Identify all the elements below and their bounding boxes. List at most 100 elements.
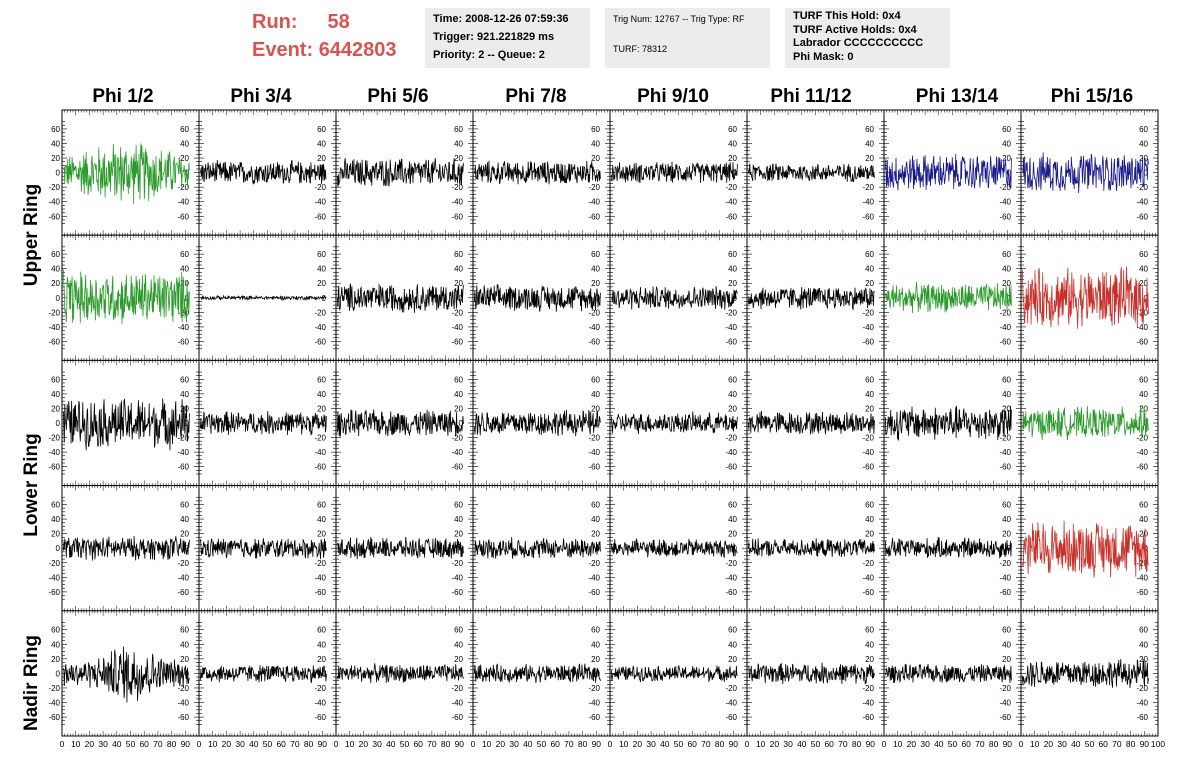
y-tick-label: -60 — [862, 463, 874, 472]
y-tick-label: -20 — [177, 308, 189, 317]
y-tick-label: -60 — [588, 337, 600, 346]
y-tick-label: 60 — [180, 250, 189, 259]
y-tick-label: -20 — [999, 183, 1011, 192]
y-tick-label: 40 — [454, 139, 463, 148]
y-tick-label: -20 — [725, 434, 737, 443]
y-tick-label: -60 — [725, 337, 737, 346]
y-tick-label: 20 — [180, 530, 189, 539]
col-header-phi-15-16: Phi 15/16 — [1050, 86, 1134, 107]
y-tick-label: 60 — [454, 250, 463, 259]
waveform-trace — [63, 535, 190, 561]
y-tick-label: -20 — [177, 434, 189, 443]
panel-r1-c4: -60 -40 -20 0 20 40 60 — [609, 234, 748, 361]
y-tick-label: -40 — [725, 573, 737, 582]
y-tick-label: -40 — [314, 573, 326, 582]
y-tick-label: 20 — [1139, 154, 1148, 163]
y-tick-label: -20 — [1136, 183, 1148, 192]
y-tick-label: -60 — [451, 463, 463, 472]
y-tick-label: -40 — [588, 448, 600, 457]
y-tick-label: 40 — [865, 265, 874, 274]
waveform-trace — [200, 294, 327, 302]
y-tick-label: 20 — [728, 404, 737, 413]
waveform-trace — [63, 269, 190, 325]
y-tick-label: -60 — [725, 463, 737, 472]
y-tick-label: -20 — [862, 183, 874, 192]
y-tick-label: -20 — [999, 308, 1011, 317]
y-tick-label: -20 — [588, 308, 600, 317]
y-tick-label: 40 — [591, 139, 600, 148]
y-tick-label: 20 — [728, 154, 737, 163]
y-tick-label: 40 — [317, 139, 326, 148]
y-tick-label-left: 0 — [56, 294, 61, 303]
waveform-trace — [1022, 152, 1149, 193]
panel-frame — [883, 359, 1022, 487]
y-tick-label: 40 — [865, 390, 874, 399]
y-tick-label: 20 — [1139, 279, 1148, 288]
y-tick-label: 20 — [454, 279, 463, 288]
y-tick-label: 60 — [1139, 375, 1148, 384]
trigger-text: Trigger: 921.221829 ms — [433, 31, 555, 43]
y-tick-label: 40 — [317, 390, 326, 399]
y-tick-label: 40 — [1139, 390, 1148, 399]
y-tick-label: 40 — [1002, 265, 1011, 274]
waveform-trace — [200, 411, 327, 436]
y-tick-label: 20 — [728, 530, 737, 539]
y-tick-label-left: 20 — [51, 154, 60, 163]
y-tick-label-left: -40 — [48, 198, 60, 207]
y-tick-label: 40 — [728, 139, 737, 148]
y-tick-label: -40 — [451, 198, 463, 207]
col-header-phi-7-8: Phi 7/8 — [505, 86, 567, 107]
y-tick-label: 60 — [180, 501, 189, 510]
y-tick-label: 60 — [180, 125, 189, 134]
y-tick-label: 40 — [1002, 139, 1011, 148]
y-tick-label: -20 — [588, 434, 600, 443]
y-tick-label: -40 — [999, 448, 1011, 457]
y-tick-label-left: -60 — [48, 463, 60, 472]
y-tick-label: -60 — [177, 463, 189, 472]
y-tick-label-left: 60 — [51, 375, 60, 384]
y-tick-label: -60 — [999, 337, 1011, 346]
y-tick-label: 0 — [733, 294, 738, 303]
y-tick-label: -60 — [588, 212, 600, 221]
y-tick-label: 60 — [728, 375, 737, 384]
y-tick-label: 20 — [1002, 279, 1011, 288]
waveform-trace — [748, 287, 875, 311]
y-tick-label-left: 40 — [51, 390, 60, 399]
col-header-phi-3-4: Phi 3/4 — [230, 86, 292, 107]
time-text: Time: 2008-12-26 07:59:36 — [433, 13, 569, 25]
y-tick-label: 20 — [1002, 404, 1011, 413]
y-tick-label: -40 — [725, 448, 737, 457]
waveform-trace — [337, 283, 464, 313]
event-value: 6442803 — [318, 39, 397, 61]
y-tick-label: 20 — [454, 154, 463, 163]
y-tick-label: -40 — [451, 323, 463, 332]
y-tick-label: 40 — [591, 390, 600, 399]
y-tick-label: 60 — [317, 250, 326, 259]
y-tick-label-left: -40 — [48, 323, 60, 332]
y-tick-label: -60 — [1136, 337, 1148, 346]
y-tick-label: 40 — [865, 139, 874, 148]
panel-r2-c2: -60 -40 -20 0 20 40 60 — [335, 359, 474, 487]
y-tick-label: 60 — [1002, 250, 1011, 259]
y-tick-label: 0 — [459, 419, 464, 428]
trig-num-text: Trig Num: 12767 -- Trig Type: RF — [613, 14, 745, 24]
waveform-trace — [63, 143, 190, 205]
y-tick-label-left: -20 — [48, 559, 60, 568]
y-tick-label: -20 — [177, 183, 189, 192]
waveform-trace — [337, 409, 464, 437]
y-tick-label: -40 — [314, 198, 326, 207]
y-tick-label: 40 — [1139, 265, 1148, 274]
waveform-trace — [611, 285, 738, 310]
turf-hold-text: TURF This Hold: 0x4 — [793, 10, 901, 22]
y-tick-label: 60 — [591, 125, 600, 134]
waveform-trace — [337, 536, 464, 560]
